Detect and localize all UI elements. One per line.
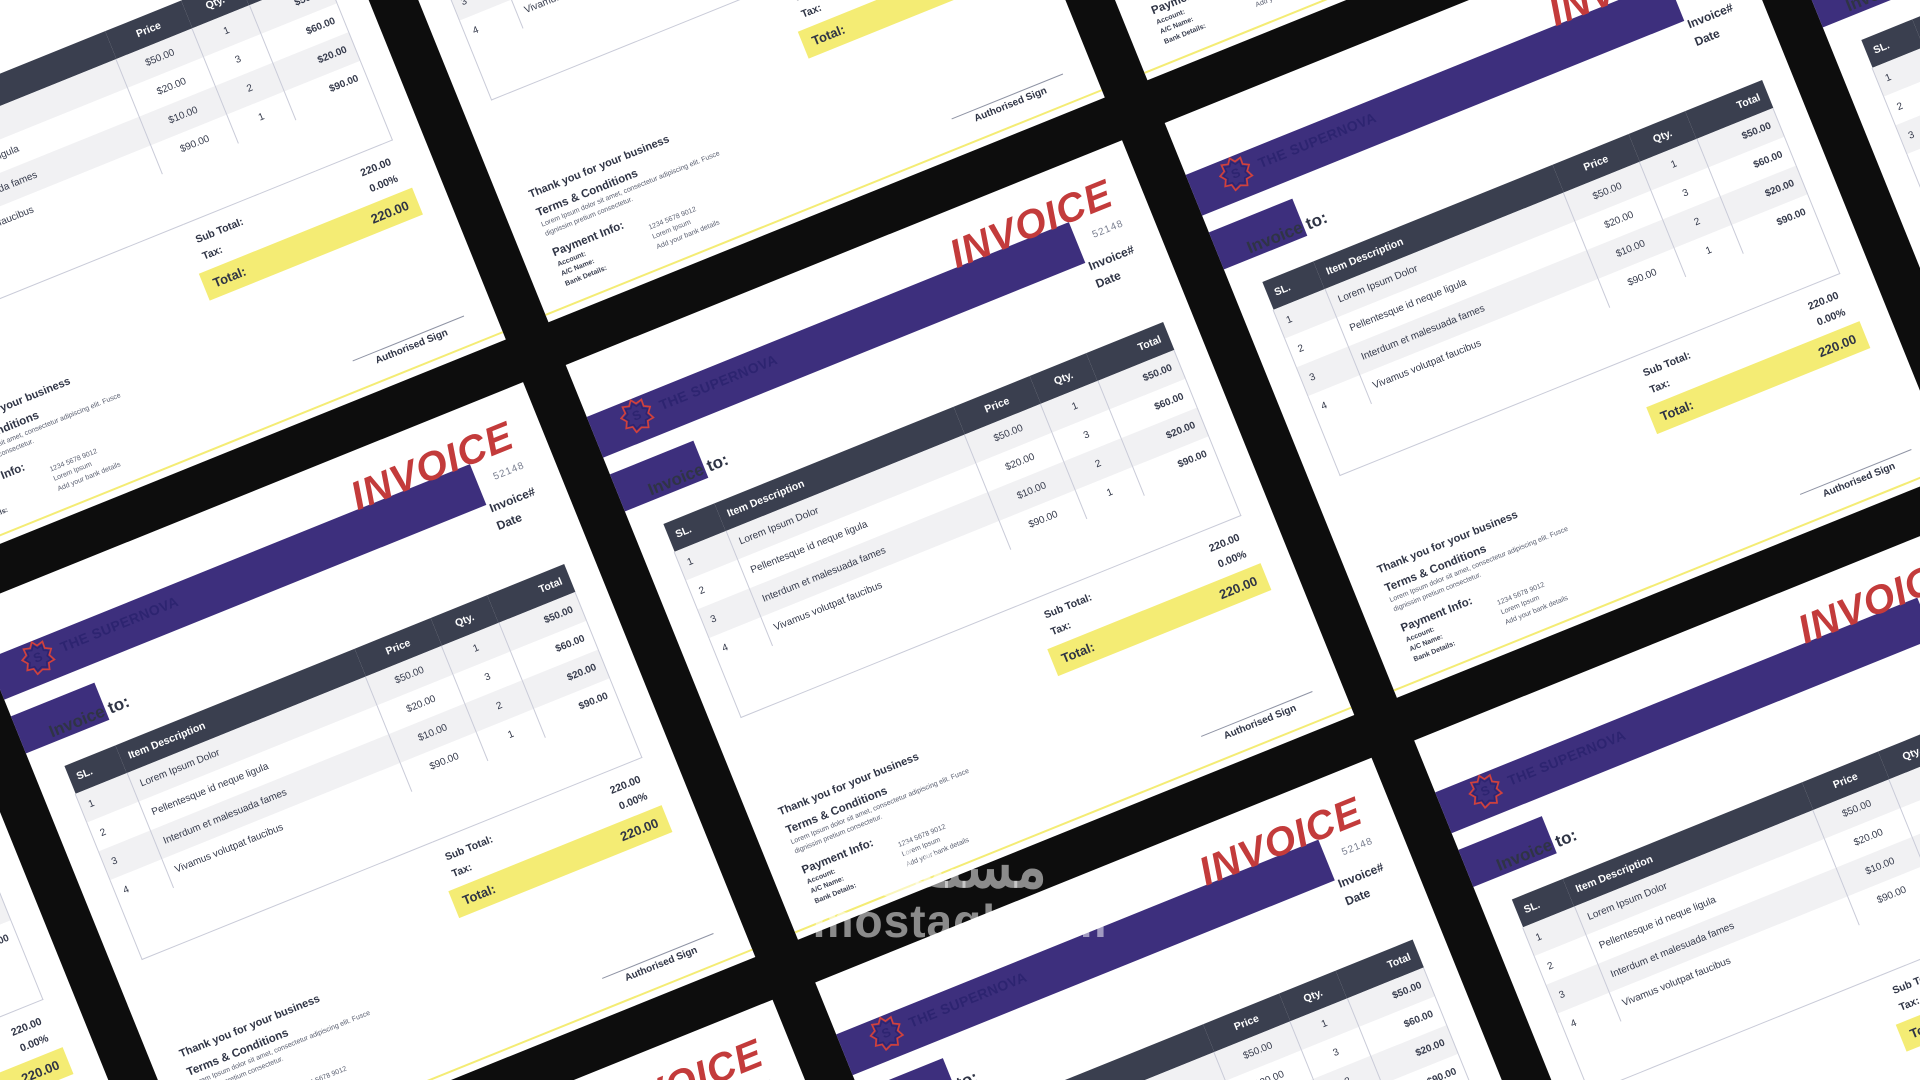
starburst-s-logo-icon: S bbox=[1463, 768, 1507, 812]
signature-block: Authorised Sign bbox=[951, 73, 1069, 133]
grand-total-label: Total: bbox=[210, 263, 249, 290]
contact-separator: | bbox=[1708, 574, 1715, 586]
grand-total-value: 220.00 bbox=[1815, 330, 1859, 360]
contact-phone-link[interactable]: Phone # bbox=[994, 849, 1035, 875]
signature-label: Authorised Sign bbox=[373, 327, 450, 367]
contact-website-link[interactable]: Website bbox=[875, 179, 915, 204]
invoice-header: S THE SUPERNOVA INVOICE 52148 bbox=[0, 382, 557, 690]
brand-lockup: S THE SUPERNOVA bbox=[864, 960, 1033, 1054]
grand-total-value: 220.00 bbox=[617, 814, 661, 844]
invoice-meta-fields: Invoice# Date bbox=[1335, 858, 1403, 933]
contact-separator: | bbox=[794, 225, 801, 237]
starburst-s-logo-icon: S bbox=[1213, 151, 1257, 195]
contact-separator: | bbox=[1642, 601, 1650, 613]
tax-label: Tax: bbox=[1897, 994, 1920, 1014]
brand-lockup: S THE SUPERNOVA bbox=[1213, 101, 1382, 195]
invoice-meta-fields: Invoice# Date bbox=[1086, 240, 1154, 315]
invoice-to-label: Invoice to: bbox=[1244, 207, 1331, 258]
contact-website-link[interactable]: Website bbox=[276, 421, 316, 446]
starburst-s-logo-icon: S bbox=[864, 1010, 908, 1054]
invoice-header: S THE SUPERNOVA INVOICE 52148 bbox=[1414, 516, 1920, 824]
brand-lockup: S THE SUPERNOVA bbox=[1463, 718, 1632, 812]
contact-address-link[interactable]: Address bbox=[1059, 822, 1101, 849]
signature-label: Authorised Sign bbox=[972, 85, 1049, 125]
signature-label: Authorised Sign bbox=[1821, 461, 1898, 501]
svg-text:S: S bbox=[630, 407, 644, 424]
page-title: INVOICE bbox=[1791, 547, 1920, 653]
contact-website-link[interactable]: Website bbox=[1723, 554, 1764, 580]
contact-separator: | bbox=[510, 1058, 517, 1070]
svg-text:S: S bbox=[31, 649, 45, 666]
contact-separator: | bbox=[1109, 816, 1116, 828]
grand-total-label: Total: bbox=[1058, 638, 1097, 666]
grand-total-value: 220.00 bbox=[368, 197, 411, 227]
contact-phone-link[interactable]: Phone # bbox=[1343, 0, 1385, 15]
invoice-to-label: Invoice to: bbox=[895, 1067, 981, 1080]
tax-label: Tax: bbox=[1048, 618, 1073, 638]
contact-address-link[interactable]: Address bbox=[1658, 580, 1700, 607]
invoice-to-label: Invoice to: bbox=[1493, 825, 1580, 875]
starburst-s-logo-icon: S bbox=[16, 635, 60, 679]
signature-block: Authorised Sign bbox=[1800, 449, 1917, 508]
grand-total-label: Total: bbox=[809, 21, 848, 48]
contact-address-link[interactable]: Address bbox=[809, 205, 851, 231]
tax-label: Tax: bbox=[799, 1, 824, 21]
signature-label: Authorised Sign bbox=[1222, 703, 1299, 743]
contact-address-link[interactable]: Address bbox=[210, 447, 252, 473]
signature-block: Authorised Sign bbox=[352, 315, 470, 375]
brand-lockup: S THE SUPERNOVA bbox=[615, 343, 784, 437]
contact-website-link[interactable]: Website bbox=[525, 1038, 566, 1064]
grand-total-label: Total: bbox=[460, 880, 498, 908]
invoice-card[interactable]: S THE SUPERNOVA INVOICE 52148 Invoice to… bbox=[565, 140, 1355, 940]
invoice-card[interactable]: S THE SUPERNOVA INVOICE 52148 Invoice to… bbox=[1164, 0, 1920, 698]
page-title: INVOICE bbox=[594, 1031, 769, 1080]
invoice-to-label: Invoice to: bbox=[1843, 0, 1920, 16]
svg-text:S: S bbox=[1229, 165, 1243, 182]
signature-block: Authorised Sign bbox=[1201, 691, 1318, 750]
contact-phone-link[interactable]: Phone # bbox=[745, 231, 786, 257]
grand-total-label: Total: bbox=[1657, 396, 1696, 424]
starburst-s-logo-icon: S bbox=[615, 393, 659, 437]
title-block: INVOICE 52148 bbox=[594, 1031, 776, 1080]
contact-website-link[interactable]: Website bbox=[1124, 796, 1165, 822]
tax-label: Tax: bbox=[200, 243, 225, 263]
grand-total-value: 220.00 bbox=[18, 1056, 62, 1080]
svg-text:S: S bbox=[879, 1024, 893, 1041]
invoice-header: S THE SUPERNOVA INVOICE 52148 bbox=[566, 140, 1156, 448]
tax-label: Tax: bbox=[449, 860, 474, 880]
invoice-card[interactable]: S THE SUPERNOVA INVOICE 52148 Invoice to… bbox=[815, 757, 1604, 1080]
invoice-meta-fields: Invoice# Date bbox=[487, 482, 555, 557]
contact-address-link[interactable]: Address bbox=[460, 1064, 502, 1080]
signature-label: Authorised Sign bbox=[623, 945, 700, 985]
contact-separator: | bbox=[195, 467, 202, 479]
contact-separator: | bbox=[260, 441, 268, 453]
invoice-header: S THE SUPERNOVA INVOICE 52148 bbox=[815, 758, 1405, 1066]
invoice-card[interactable]: S THE SUPERNOVA INVOICE 52148 Invoice to… bbox=[0, 382, 756, 1080]
invoice-to-label: Invoice to: bbox=[645, 449, 732, 500]
contact-separator: | bbox=[859, 199, 867, 211]
grand-total-label: Total: bbox=[1907, 1014, 1920, 1041]
totals-block: Sub Total: 220.00 Tax: 0.00% Total: 220.… bbox=[0, 1009, 74, 1080]
items-table-wrap: SL. Item Description Price Qty. Total 1L… bbox=[1860, 0, 1920, 234]
signature-block: Authorised Sign bbox=[602, 933, 719, 992]
grand-total-value: 220.00 bbox=[1216, 572, 1260, 602]
svg-text:S: S bbox=[1478, 782, 1492, 799]
items-table: SL. Item Description Price Qty. Total 1L… bbox=[1860, 0, 1920, 234]
contact-phone-link[interactable]: Phone # bbox=[1593, 607, 1634, 633]
brand-lockup: S THE SUPERNOVA bbox=[16, 585, 185, 679]
invoice-card[interactable]: S THE SUPERNOVA INVOICE 52148 Invoice to… bbox=[1414, 515, 1920, 1080]
invoice-meta-fields: Invoice# Date bbox=[1685, 0, 1753, 74]
contact-separator: | bbox=[1043, 843, 1051, 855]
invoice-to-label: Invoice to: bbox=[46, 691, 133, 742]
tax-label: Tax: bbox=[1647, 376, 1672, 396]
contact-phone-link[interactable]: Phone # bbox=[146, 473, 187, 499]
invoice-header: S THE SUPERNOVA INVOICE 52148 bbox=[1165, 0, 1755, 206]
